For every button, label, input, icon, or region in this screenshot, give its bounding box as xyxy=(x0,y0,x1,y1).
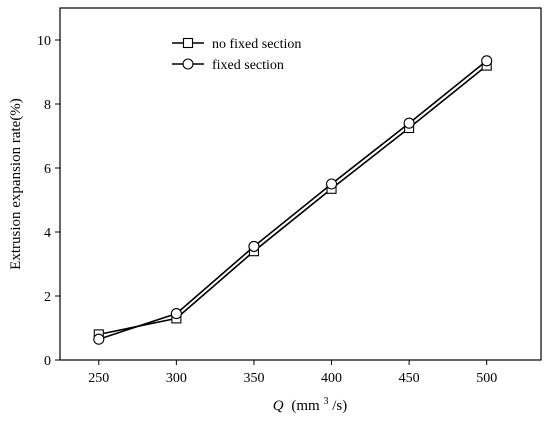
y-tick-label: 8 xyxy=(44,98,51,113)
x-axis-unit-open: (mm xyxy=(291,398,320,414)
y-tick-label: 0 xyxy=(44,354,51,369)
legend-marker-circle xyxy=(182,58,194,70)
data-point-fixed-section xyxy=(481,55,493,67)
series-no-fixed-section xyxy=(93,60,492,340)
series-fixed-section xyxy=(93,55,493,345)
ticks-layer: 250 300 350 400 450 500 0 2 4 6 8 10 xyxy=(37,34,497,386)
data-point-fixed-section xyxy=(248,240,260,252)
legend: no fixed section fixed section xyxy=(172,37,301,73)
y-axis-title: Extrusion expansion rate(%) xyxy=(8,98,24,270)
data-point-fixed-section xyxy=(325,178,338,190)
x-tick-label: 450 xyxy=(399,371,420,386)
legend-label: fixed section xyxy=(212,58,284,73)
x-axis-unit-superscript: 3 xyxy=(323,396,328,407)
plot-area-frame xyxy=(59,7,542,361)
data-point-fixed-section xyxy=(170,308,182,320)
x-tick-label: 250 xyxy=(88,371,109,386)
y-tick-label: 6 xyxy=(44,162,51,177)
series-line-no-fixed-section xyxy=(98,64,488,336)
y-tick-label: 4 xyxy=(44,226,51,241)
legend-label: no fixed section xyxy=(212,37,301,52)
data-point-fixed-section xyxy=(403,117,415,129)
x-tick-label: 500 xyxy=(476,371,497,386)
series-line-fixed-section xyxy=(98,60,488,340)
x-tick-label: 400 xyxy=(321,371,342,386)
series-layer xyxy=(93,55,493,345)
x-tick-label: 300 xyxy=(166,371,187,386)
x-tick-label: 350 xyxy=(243,371,264,386)
legend-marker-square xyxy=(182,37,194,49)
x-axis-unit-close: /s) xyxy=(332,398,347,414)
y-tick-label: 10 xyxy=(37,34,51,49)
y-tick-label: 2 xyxy=(44,290,51,305)
x-axis-symbol: Q xyxy=(273,398,284,414)
legend-item-no-fixed-section: no fixed section xyxy=(172,37,301,52)
legend-item-fixed-section: fixed section xyxy=(172,58,284,73)
x-axis-title: Q (mm 3 /s) xyxy=(273,392,347,414)
data-point-fixed-section xyxy=(93,333,105,345)
